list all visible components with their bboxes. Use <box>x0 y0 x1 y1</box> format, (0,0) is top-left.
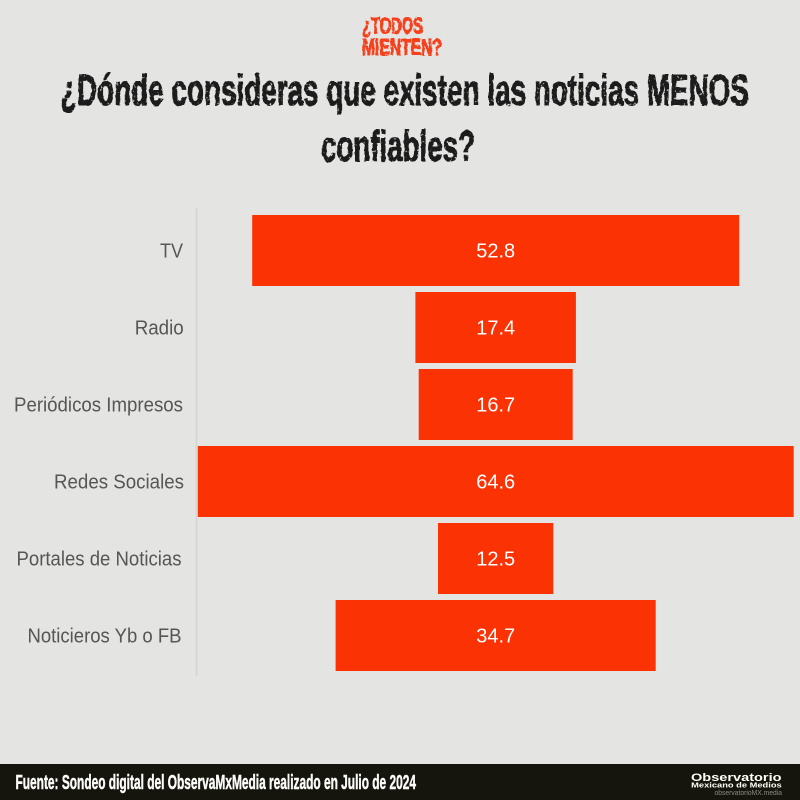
svg-text:64.6: 64.6 <box>476 472 515 494</box>
svg-text:observatorioMX.media: observatorioMX.media <box>715 788 783 797</box>
svg-text:17.4: 17.4 <box>476 318 515 340</box>
svg-text:Redes Sociales: Redes Sociales <box>54 471 184 494</box>
svg-text:confiables?: confiables? <box>321 122 475 171</box>
svg-text:TV: TV <box>160 240 183 263</box>
svg-text:12.5: 12.5 <box>476 549 515 571</box>
svg-text:Radio: Radio <box>135 317 184 340</box>
svg-text:MIENTEN?: MIENTEN? <box>362 34 442 60</box>
svg-text:¿Dónde consideras que existen: ¿Dónde consideras que existen las notici… <box>60 66 749 115</box>
svg-text:Mexicano de Medios: Mexicano de Medios <box>691 782 782 789</box>
svg-text:Observatorio: Observatorio <box>691 772 782 784</box>
svg-text:Periódicos Impresos: Periódicos Impresos <box>14 394 183 417</box>
svg-text:34.7: 34.7 <box>476 626 515 648</box>
svg-text:16.7: 16.7 <box>476 395 515 417</box>
svg-text:Fuente: Sondeo digital del Obs: Fuente: Sondeo digital del ObservaMxMedi… <box>16 772 417 794</box>
svg-text:Noticieros Yb o FB: Noticieros Yb o FB <box>28 625 182 648</box>
svg-text:52.8: 52.8 <box>476 241 515 263</box>
svg-text:Portales de Noticias: Portales de Noticias <box>17 548 182 571</box>
svg-text:¿TODOS: ¿TODOS <box>362 12 423 38</box>
